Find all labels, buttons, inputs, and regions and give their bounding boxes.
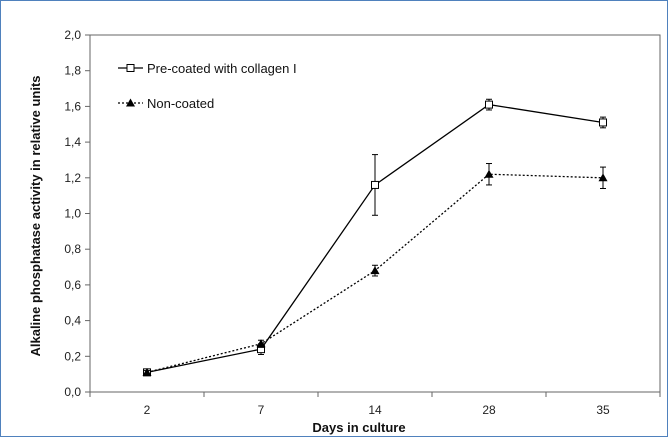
y-tick-label: 0,8 <box>64 242 81 256</box>
y-tick-label: 0,2 <box>64 349 81 363</box>
x-axis-title: Days in culture <box>312 420 405 435</box>
y-tick-label: 0,0 <box>64 385 81 399</box>
legend-label: Pre-coated with collagen I <box>147 61 297 76</box>
data-point <box>256 339 266 348</box>
legend-label: Non-coated <box>147 96 214 111</box>
data-point <box>370 266 380 275</box>
data-point <box>142 367 152 376</box>
data-point <box>371 180 379 189</box>
y-tick-label: 0,4 <box>64 314 81 328</box>
data-point <box>598 173 608 182</box>
y-tick-label: 1,8 <box>64 64 81 78</box>
y-tick-label: 1,0 <box>64 207 81 221</box>
series-line-1 <box>146 103 604 374</box>
data-point <box>485 100 493 109</box>
plot-area: 0,0 0,2 0,4 0,6 0,8 1,0 1,2 1,4 1,6 1,8 2,0 2 7 14 28 3… <box>64 28 661 417</box>
x-tick-label: 7 <box>258 403 265 417</box>
y-axis-title: Alkaline phosphatase activity in relativ… <box>28 75 43 356</box>
legend-marker <box>126 64 135 72</box>
data-point <box>599 118 607 127</box>
y-tick-label: 0,6 <box>64 278 81 292</box>
y-tick-label: 1,2 <box>64 171 81 185</box>
y-tick-label: 1,6 <box>64 99 81 113</box>
y-tick-label: 2,0 <box>64 28 81 42</box>
legend-marker <box>126 98 135 107</box>
x-tick-label: 14 <box>368 403 382 417</box>
x-tick-label: 35 <box>596 403 610 417</box>
x-tick-label: 2 <box>144 403 151 417</box>
data-point <box>484 169 494 178</box>
x-tick-label: 28 <box>482 403 496 417</box>
y-tick-label: 1,4 <box>64 135 81 149</box>
